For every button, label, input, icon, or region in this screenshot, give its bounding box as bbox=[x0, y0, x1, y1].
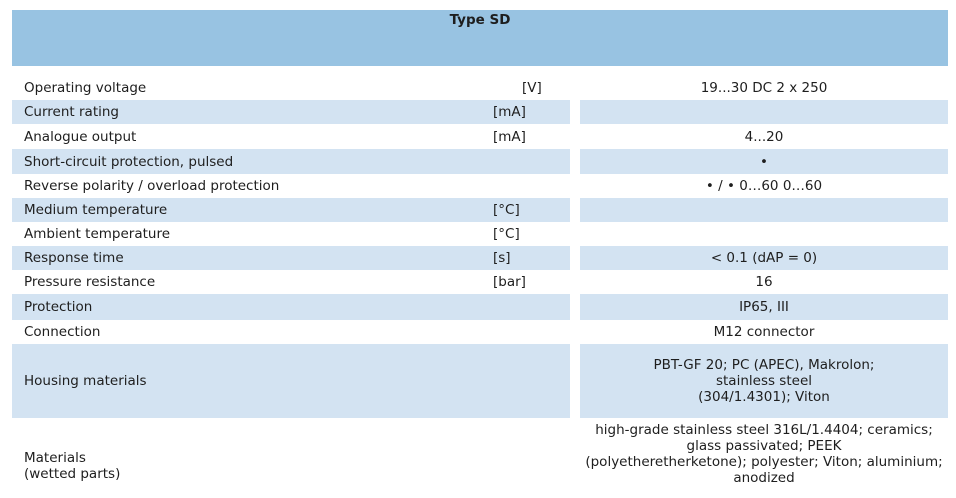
label-line: Housing materials bbox=[24, 373, 147, 389]
unit-text: [V] bbox=[522, 80, 542, 96]
value-line: • bbox=[760, 153, 768, 170]
label-line: Ambient temperature bbox=[24, 226, 171, 242]
row-value: M12 connector bbox=[580, 320, 948, 344]
row-unit: [s] bbox=[493, 246, 563, 270]
value-line: PBT-GF 20; PC (APEC), Makrolon; bbox=[653, 357, 875, 373]
value-line: • / • 0…60 0…60 bbox=[705, 178, 823, 194]
row-value: PBT-GF 20; PC (APEC), Makrolon; stainless… bbox=[580, 344, 948, 418]
unit-text: [bar] bbox=[493, 274, 526, 290]
row-shade bbox=[12, 344, 570, 418]
row-unit: [bar] bbox=[493, 270, 563, 294]
label-line: Short-circuit protection, pulsed bbox=[24, 153, 234, 170]
row-shade bbox=[580, 100, 948, 124]
label-line: Current rating bbox=[24, 104, 119, 120]
row-shade bbox=[12, 198, 570, 222]
value-line: (304/1.4301); Viton bbox=[698, 389, 830, 405]
unit-text: [mA] bbox=[493, 128, 526, 145]
value-line: anodized bbox=[733, 470, 795, 486]
row-shade bbox=[12, 294, 570, 320]
row-unit: [°C] bbox=[493, 198, 563, 222]
value-line: M12 connector bbox=[713, 324, 815, 340]
label-line: Reverse polarity / overload protection bbox=[24, 178, 280, 194]
row-shade bbox=[580, 344, 948, 418]
value-line: < 0.1 (dAP = 0) bbox=[710, 250, 818, 266]
row-unit: [°C] bbox=[493, 222, 563, 246]
unit-text: [°C] bbox=[493, 226, 520, 242]
row-label: Materials (wetted parts) bbox=[24, 426, 484, 498]
value-line: 19...30 DC 2 x 250 bbox=[700, 80, 828, 96]
value-line: (polyetheretherketone); polyester; Viton… bbox=[585, 454, 943, 470]
row-value: IP65, III bbox=[580, 294, 948, 320]
row-label: Ambient temperature bbox=[24, 222, 484, 246]
value-line: IP65, III bbox=[739, 299, 789, 315]
row-shade bbox=[580, 246, 948, 270]
label-line: Operating voltage bbox=[24, 80, 147, 96]
label-line: Pressure resistance bbox=[24, 274, 156, 290]
unit-text: [mA] bbox=[493, 104, 526, 120]
value-line: stainless steel bbox=[715, 373, 812, 389]
row-label: Short-circuit protection, pulsed bbox=[24, 149, 484, 174]
value-line: 4...20 bbox=[744, 128, 784, 145]
row-unit: [V] bbox=[522, 76, 592, 100]
value-line: 16 bbox=[755, 274, 773, 290]
row-shade bbox=[12, 149, 570, 174]
row-shade bbox=[12, 100, 570, 124]
row-label: Current rating bbox=[24, 100, 484, 124]
label-line: (wetted parts) bbox=[24, 466, 121, 482]
row-label: Analogue output bbox=[24, 124, 484, 149]
row-value: • / • 0…60 0…60 bbox=[580, 174, 948, 198]
row-value: high-grade stainless steel 316L/1.4404; … bbox=[580, 418, 948, 498]
row-value: 19...30 DC 2 x 250 bbox=[580, 76, 948, 100]
label-line: Response time bbox=[24, 250, 124, 266]
row-label: Medium temperature bbox=[24, 198, 484, 222]
row-value: 16 bbox=[580, 270, 948, 294]
row-value: • bbox=[580, 149, 948, 174]
row-value: < 0.1 (dAP = 0) bbox=[580, 246, 948, 270]
row-value: 4...20 bbox=[580, 124, 948, 149]
row-label: Reverse polarity / overload protection bbox=[24, 174, 484, 198]
label-line: Connection bbox=[24, 324, 101, 340]
row-shade bbox=[12, 246, 570, 270]
unit-text: [°C] bbox=[493, 202, 520, 218]
row-label: Connection bbox=[24, 320, 484, 344]
label-line: Medium temperature bbox=[24, 202, 168, 218]
row-label: Housing materials bbox=[24, 344, 484, 418]
table-title: Type SD bbox=[449, 12, 511, 28]
row-label: Operating voltage bbox=[24, 76, 484, 100]
unit-text: [s] bbox=[493, 250, 511, 266]
label-line: Protection bbox=[24, 299, 93, 315]
row-label: Protection bbox=[24, 294, 484, 320]
row-shade bbox=[580, 294, 948, 320]
value-line: glass passivated; PEEK bbox=[686, 438, 842, 454]
row-label: Response time bbox=[24, 246, 484, 270]
label-line: Analogue output bbox=[24, 128, 137, 145]
row-label: Pressure resistance bbox=[24, 270, 484, 294]
header-band bbox=[12, 10, 948, 66]
row-unit: [mA] bbox=[493, 124, 563, 149]
row-shade bbox=[580, 198, 948, 222]
row-unit: [mA] bbox=[493, 100, 563, 124]
value-line: high-grade stainless steel 316L/1.4404; … bbox=[595, 422, 933, 438]
label-line: Materials bbox=[24, 450, 86, 466]
row-shade bbox=[580, 149, 948, 174]
